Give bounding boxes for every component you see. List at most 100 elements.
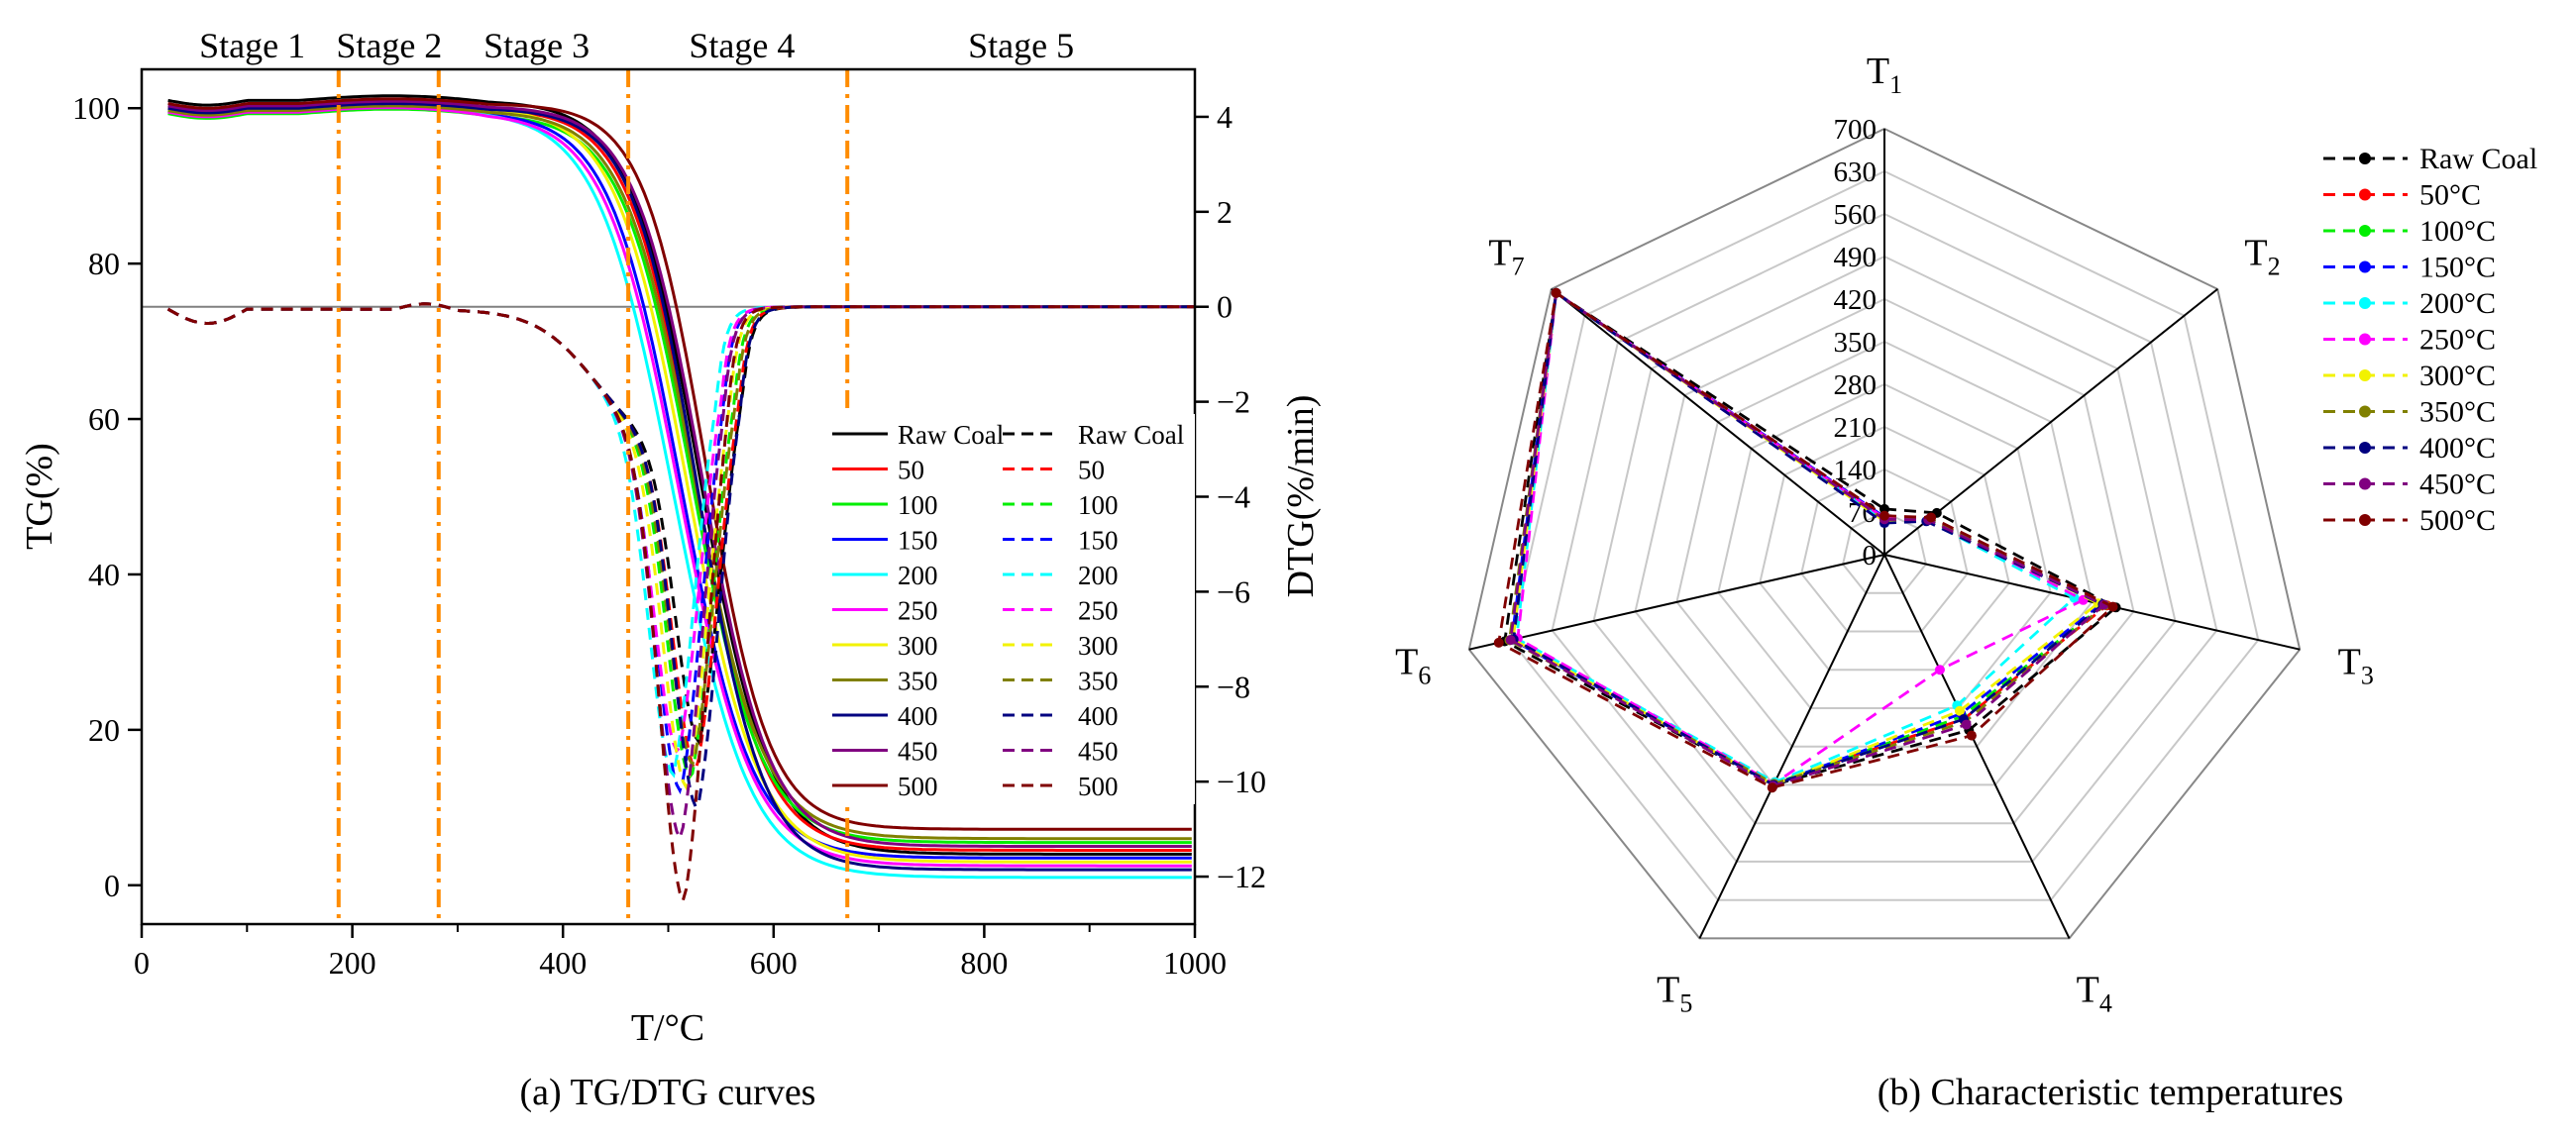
legend-label-dtg: 150 [1078,526,1119,556]
dtg-line-450 [166,302,1195,843]
radar-tick-label: 560 [1834,199,1878,231]
radar-spoke [1468,554,1885,651]
radar-series-line [1516,290,2087,785]
radar-tick-label: 210 [1834,412,1878,444]
radar-legend-marker [2359,260,2371,273]
x-tick-label: 0 [134,945,150,981]
dtg-line-400 [166,302,1195,810]
radar-tick-label: 490 [1834,242,1878,273]
radar-spoke [1883,554,2071,939]
radar-series-line [1503,290,2119,786]
radar-tick-label: 350 [1834,327,1878,359]
y-tick-label: 100 [72,90,120,126]
y-tick-label: 0 [104,868,120,903]
radar-legend-marker [2359,369,2371,381]
x-tick-label: 1000 [1163,945,1227,981]
legend-label-dtg: 200 [1078,561,1119,590]
radar-tick-label: 140 [1834,455,1878,486]
radar-legend-marker [2359,333,2371,346]
legend-label-tg: 450 [898,737,938,767]
y2-tick-label: −6 [1217,573,1250,609]
radar-tick-label: 280 [1834,369,1878,401]
radar-series-point [1505,635,1516,646]
radar-grid-ring [1842,510,1927,594]
radar-series-point [1879,510,1889,521]
radar-series-point [2107,601,2118,612]
radar-legend-label: 300°C [2419,360,2496,392]
radar-legend-marker [2359,442,2371,454]
radar-spoke [1883,554,2301,651]
legend-label-tg: 100 [898,490,938,520]
radar-legend-label: 450°C [2419,468,2496,501]
radar-legend-marker [2359,477,2371,490]
radar-axis-label: T6 [1395,642,1431,690]
legend-label-tg: 250 [898,596,938,626]
y-tick-label: 60 [88,401,120,437]
radar-series [1493,287,2121,793]
radar-axis-labels: T1 T2 T3 T4 T5 T6 T7 [1395,51,2374,1018]
radar-tick-label: 420 [1834,284,1878,316]
radar-spokes [1468,129,2301,939]
y2-tick-label: −10 [1217,764,1266,799]
radar-legend-marker [2359,405,2371,418]
radar-legend-marker [2359,188,2371,201]
radar-series-point [1954,705,1965,716]
tg-line-450 [167,99,1192,848]
y-axis-ticks: 0 20 40 60 80 100 [72,90,142,903]
legend-label-tg: 150 [898,526,938,556]
radar-legend-label: 350°C [2419,396,2496,429]
legend: Raw Coal Raw Coal 50 50 100 100 150 150 200 200 25… [820,414,1195,804]
stage-label: Stage 1 [199,26,305,65]
dtg-curves [166,302,1195,905]
stage-label: Stage 5 [968,26,1074,65]
y2-tick-label: −12 [1217,859,1266,894]
radar-series-line [1510,290,2104,786]
y2-tick-label: −2 [1217,384,1250,420]
legend-label-dtg: 250 [1078,596,1119,626]
y2-tick-label: 4 [1217,99,1233,135]
radar-series-line [1497,290,2116,789]
radar-series-point [1966,730,1977,741]
radar-legend-label: 150°C [2419,252,2496,284]
y-tick-label: 20 [88,712,120,748]
y2-axis-ticks: −12 −10 −8 −6 −4 −2 0 2 4 [1195,99,1266,894]
radar-series-point [1551,287,1561,298]
radar-legend-marker [2359,297,2371,309]
legend-label-tg: Raw Coal [898,420,1004,450]
radar-axis-label: T5 [1657,970,1692,1018]
radar-series-line [1512,290,2107,785]
radar-legend-label: 200°C [2419,287,2496,320]
legend-label-dtg: 500 [1078,772,1119,801]
x-tick-label: 800 [960,945,1008,981]
radar-grid-ring [1800,467,1969,633]
tg-dtg-panel: Stage 1 Stage 2 Stage 3 Stage 4 Stage 5 0 200… [19,26,1322,1113]
x-tick-label: 200 [329,945,376,981]
radar-legend-label: 50°C [2419,179,2481,212]
radar-legend-marker [2359,514,2371,526]
legend-label-dtg: 400 [1078,701,1119,731]
radar-series-line [1511,290,2101,786]
plot-area [142,69,1195,924]
radar-legend-label: 100°C [2419,215,2496,248]
radar-legend-marker [2359,225,2371,237]
legend-label-tg: 500 [898,772,938,801]
radar-tick-label: 700 [1834,114,1878,146]
radar-grid-ring [1592,255,2177,825]
y2-tick-label: −8 [1217,669,1250,704]
legend-label-tg: 400 [898,701,938,731]
legend-label-tg: 350 [898,667,938,696]
stage-label: Stage 2 [336,26,442,65]
x-axis-ticks: 0 200 400 600 800 1000 [134,924,1227,981]
radar-legend-label: 500°C [2419,504,2496,537]
x-tick-label: 400 [539,945,587,981]
radar-series-point [1493,637,1504,648]
radar-legend-label: 250°C [2419,324,2496,357]
y2-tick-label: 0 [1217,289,1233,325]
stage-labels: Stage 1 Stage 2 Stage 3 Stage 4 Stage 5 [199,26,1074,65]
y-tick-label: 40 [88,557,120,592]
radar-tick-label: 630 [1834,156,1878,188]
y2-tick-label: −4 [1217,479,1250,515]
